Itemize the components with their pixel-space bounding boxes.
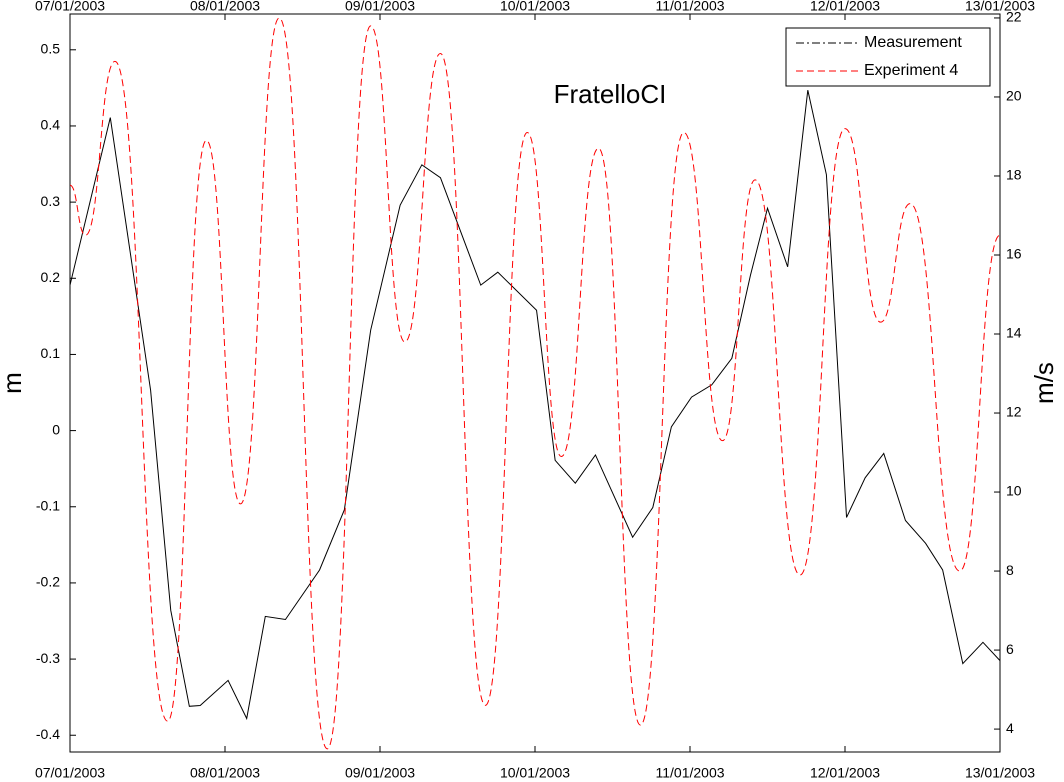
x-tick-label-top: 10/01/2003 — [500, 0, 570, 14]
x-tick-label: 10/01/2003 — [500, 765, 570, 781]
y2-tick-label: 20 — [1006, 88, 1022, 104]
y-tick-label: -0.1 — [36, 497, 60, 513]
x-tick-label-top: 11/01/2003 — [655, 0, 724, 14]
y2-tick-label: 6 — [1006, 641, 1014, 657]
x-tick-label-top: 13/01/2003 — [965, 0, 1035, 14]
legend-label: Experiment 4 — [864, 62, 958, 79]
y-tick-label: -0.3 — [36, 650, 60, 666]
x-tick-label-top: 08/01/2003 — [190, 0, 260, 14]
chart-title: FratelloCI — [554, 79, 667, 109]
plot-frame — [69, 13, 1001, 753]
x-tick-label-top: 12/01/2003 — [810, 0, 880, 14]
lines — [70, 17, 1000, 750]
y2-tick-label: 18 — [1006, 167, 1022, 183]
x-tick-label-top: 07/01/2003 — [35, 0, 105, 14]
x-tick-label: 08/01/2003 — [190, 765, 260, 781]
x-tick-label: 07/01/2003 — [35, 765, 105, 781]
y2-tick-label: 10 — [1006, 483, 1022, 499]
x-tick-label: 09/01/2003 — [345, 765, 415, 781]
y-tick-label: 0.4 — [41, 117, 61, 133]
series-line — [70, 90, 1000, 721]
y2-tick-label: 4 — [1006, 720, 1014, 736]
y-tick-label: 0.5 — [41, 40, 61, 56]
y2-tick-label: 8 — [1006, 562, 1014, 578]
y-tick-label: -0.4 — [36, 726, 60, 742]
y2-tick-label: 22 — [1006, 9, 1022, 25]
y-tick-label: 0 — [52, 421, 60, 437]
y2-axis-label: m/s — [1029, 362, 1059, 404]
y-tick-label: -0.2 — [36, 574, 60, 590]
y-tick-label: 0.2 — [41, 269, 61, 285]
y2-tick-label: 14 — [1006, 325, 1022, 341]
x-tick-label-top: 09/01/2003 — [345, 0, 415, 14]
y-tick-label: 0.1 — [41, 345, 61, 361]
x-tick-label: 12/01/2003 — [810, 765, 880, 781]
legend-box — [785, 27, 991, 87]
series-line — [70, 17, 1000, 750]
y-tick-label: 0.3 — [41, 193, 61, 209]
x-tick-label: 13/01/2003 — [965, 765, 1035, 781]
y-axis-label: m — [0, 372, 27, 394]
y2-tick-label: 12 — [1006, 404, 1022, 420]
x-tick-label: 11/01/2003 — [655, 765, 724, 781]
y2-tick-label: 16 — [1006, 246, 1022, 262]
legend-label: Measurement — [864, 34, 962, 51]
